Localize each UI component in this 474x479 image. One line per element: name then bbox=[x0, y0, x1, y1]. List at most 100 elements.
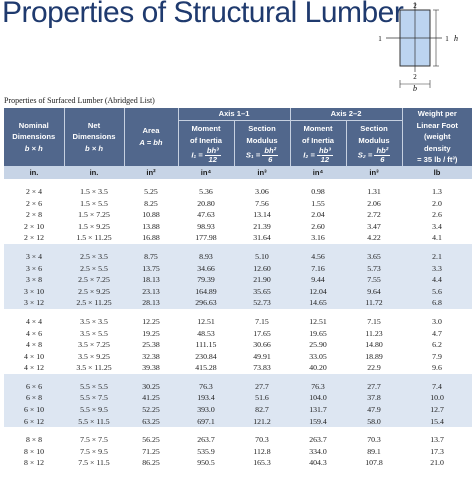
table-row: 2 × 10 1.5 × 9.25 13.88 98.93 21.39 2.60 3.47 3… bbox=[4, 220, 473, 233]
table-cell: 415.28 bbox=[178, 362, 234, 374]
table-cell: 35.65 bbox=[234, 285, 291, 298]
table-row: 2 × 12 1.5 × 11.25 16.88 177.98 31.64 3.16 4.2… bbox=[4, 232, 473, 244]
table-cell: 71.25 bbox=[124, 445, 178, 458]
table-row: 6 × 8 5.5 × 7.5 41.25 193.4 51.6 104.0 37.8 10.… bbox=[4, 392, 473, 405]
table-cell: 40.20 bbox=[290, 362, 347, 374]
table-row: 6 × 12 5.5 × 11.5 63.25 697.1 121.2 159.4 58.0… bbox=[4, 415, 473, 428]
table-cell: 697.1 bbox=[178, 415, 234, 428]
table-cell: 73.83 bbox=[234, 362, 291, 374]
table-cell: 48.53 bbox=[178, 327, 234, 340]
table-cell: 3.65 bbox=[346, 250, 403, 263]
table-cell: 263.7 bbox=[178, 434, 234, 446]
table-cell: 12.51 bbox=[290, 315, 347, 328]
group-spacer bbox=[4, 178, 473, 186]
table-cell: 7.5 × 7.5 bbox=[64, 434, 124, 446]
table-cell: 51.6 bbox=[234, 392, 291, 405]
table-cell: 2.5 × 9.25 bbox=[64, 285, 124, 298]
table-cell: 7.15 bbox=[234, 315, 291, 328]
table-cell: 6 × 10 bbox=[4, 404, 64, 416]
table-cell: 4.1 bbox=[402, 232, 473, 244]
header-moi-1: Moment of Inertia I₁ = bh³ 12 bbox=[177, 120, 234, 166]
table-cell: 3.5 × 11.25 bbox=[64, 362, 124, 374]
table-cell: 3.5 × 9.25 bbox=[64, 350, 124, 363]
table-cell: 7.16 bbox=[290, 262, 347, 275]
table-cell: 7.56 bbox=[234, 197, 291, 210]
table-cell: 5.5 × 11.5 bbox=[64, 415, 124, 428]
diagram-b-label: b bbox=[413, 84, 417, 92]
table-cell: 3 × 4 bbox=[4, 250, 64, 263]
table-cell: 3.47 bbox=[346, 220, 403, 233]
table-cell: 25.90 bbox=[290, 339, 347, 351]
table-cell: 3.3 bbox=[402, 262, 473, 275]
table-cell: 4 × 4 bbox=[4, 315, 64, 328]
table-cell: 3.5 × 5.5 bbox=[64, 327, 124, 340]
table-row: 4 × 12 3.5 × 11.25 39.38 415.28 73.83 40.20 22… bbox=[4, 362, 473, 374]
table-cell: 14.80 bbox=[346, 339, 403, 351]
table-cell: 3.5 × 3.5 bbox=[64, 315, 124, 328]
table-cell: 13.14 bbox=[234, 209, 291, 221]
table-cell: 47.63 bbox=[178, 209, 234, 221]
table-cell: 296.63 bbox=[178, 297, 234, 309]
table-cell: 52.73 bbox=[234, 297, 291, 309]
table-cell: 12.7 bbox=[402, 404, 473, 416]
table-cell: 6.2 bbox=[402, 339, 473, 351]
table-cell: 12.51 bbox=[178, 315, 234, 328]
table-cell: 63.25 bbox=[124, 415, 178, 428]
table-row: 6 × 10 5.5 × 9.5 52.25 393.0 82.7 131.7 47.9 12… bbox=[4, 404, 473, 416]
table-cell: 10.0 bbox=[402, 392, 473, 405]
table-cell: 10.88 bbox=[124, 209, 178, 221]
table-row: 4 × 10 3.5 × 9.25 32.38 230.84 49.91 33.05 18.… bbox=[4, 350, 473, 363]
table-row: 2 × 6 1.5 × 5.5 8.25 20.80 7.56 1.55 2.06 2.0 bbox=[4, 197, 473, 210]
table-cell: 3 × 6 bbox=[4, 262, 64, 275]
table-cell: 2.5 × 3.5 bbox=[64, 250, 124, 263]
group-spacer bbox=[4, 373, 473, 381]
table-cell: 1.5 × 11.25 bbox=[64, 232, 124, 244]
table-cell: 82.7 bbox=[234, 404, 291, 416]
table-cell: 9.6 bbox=[402, 362, 473, 374]
table-cell: 58.0 bbox=[346, 415, 403, 428]
table-cell: 18.13 bbox=[124, 274, 178, 286]
table-cell: 3.0 bbox=[402, 315, 473, 328]
table-cell: 25.38 bbox=[124, 339, 178, 351]
table-cell: 28.13 bbox=[124, 297, 178, 309]
table-cell: 2.06 bbox=[346, 197, 403, 210]
table-cell: 4 × 12 bbox=[4, 362, 64, 374]
table-cell: 20.80 bbox=[178, 197, 234, 210]
table-cell: 2.5 × 7.25 bbox=[64, 274, 124, 286]
table-cell: 2.72 bbox=[346, 209, 403, 221]
table-cell: 4.22 bbox=[346, 232, 403, 244]
table-row: 4 × 6 3.5 × 5.5 19.25 48.53 17.65 19.65 11.23 4… bbox=[4, 327, 473, 340]
table-cell: 1.31 bbox=[346, 185, 403, 198]
table-row: 3 × 12 2.5 × 11.25 28.13 296.63 52.73 14.65 11… bbox=[4, 297, 473, 309]
table-cell: 2 × 12 bbox=[4, 232, 64, 244]
diagram-top-label: 2 bbox=[413, 2, 417, 10]
table-cell: 1.5 × 9.25 bbox=[64, 220, 124, 233]
table-cell: 4 × 8 bbox=[4, 339, 64, 351]
table-cell: 23.13 bbox=[124, 285, 178, 298]
header-net-dimensions: Net Dimensions b × h bbox=[63, 108, 124, 166]
header-sm-1: Section Modulus S₁ = bh² 6 bbox=[233, 120, 291, 166]
units-row: in. in. in² in⁴ in³ in⁴ in³ lb bbox=[4, 165, 473, 179]
table-cell: 0.98 bbox=[290, 185, 347, 198]
table-cell: 5.73 bbox=[346, 262, 403, 275]
table-cell: 4.56 bbox=[290, 250, 347, 263]
table-cell: 5.25 bbox=[124, 185, 178, 198]
table-cell: 17.3 bbox=[402, 445, 473, 458]
table-cell: 104.0 bbox=[290, 392, 347, 405]
table-cell: 76.3 bbox=[178, 380, 234, 393]
table-cell: 230.84 bbox=[178, 350, 234, 363]
table-cell: 11.23 bbox=[346, 327, 403, 340]
table-cell: 8 × 10 bbox=[4, 445, 64, 458]
header-axis-1: Axis 1–1 bbox=[177, 108, 291, 122]
table-cell: 22.9 bbox=[346, 362, 403, 374]
table-row: 3 × 4 2.5 × 3.5 8.75 8.93 5.10 4.56 3.65 2.1 bbox=[4, 250, 473, 263]
table-cell: 334.0 bbox=[290, 445, 347, 458]
table-cell: 3.16 bbox=[290, 232, 347, 244]
table-cell: 159.4 bbox=[290, 415, 347, 428]
table-cell: 3 × 12 bbox=[4, 297, 64, 309]
table-cell: 31.64 bbox=[234, 232, 291, 244]
diagram-left-label: 1 bbox=[378, 35, 382, 43]
table-cell: 165.3 bbox=[234, 457, 291, 470]
table-cell: 47.9 bbox=[346, 404, 403, 416]
table-cell: 79.39 bbox=[178, 274, 234, 286]
